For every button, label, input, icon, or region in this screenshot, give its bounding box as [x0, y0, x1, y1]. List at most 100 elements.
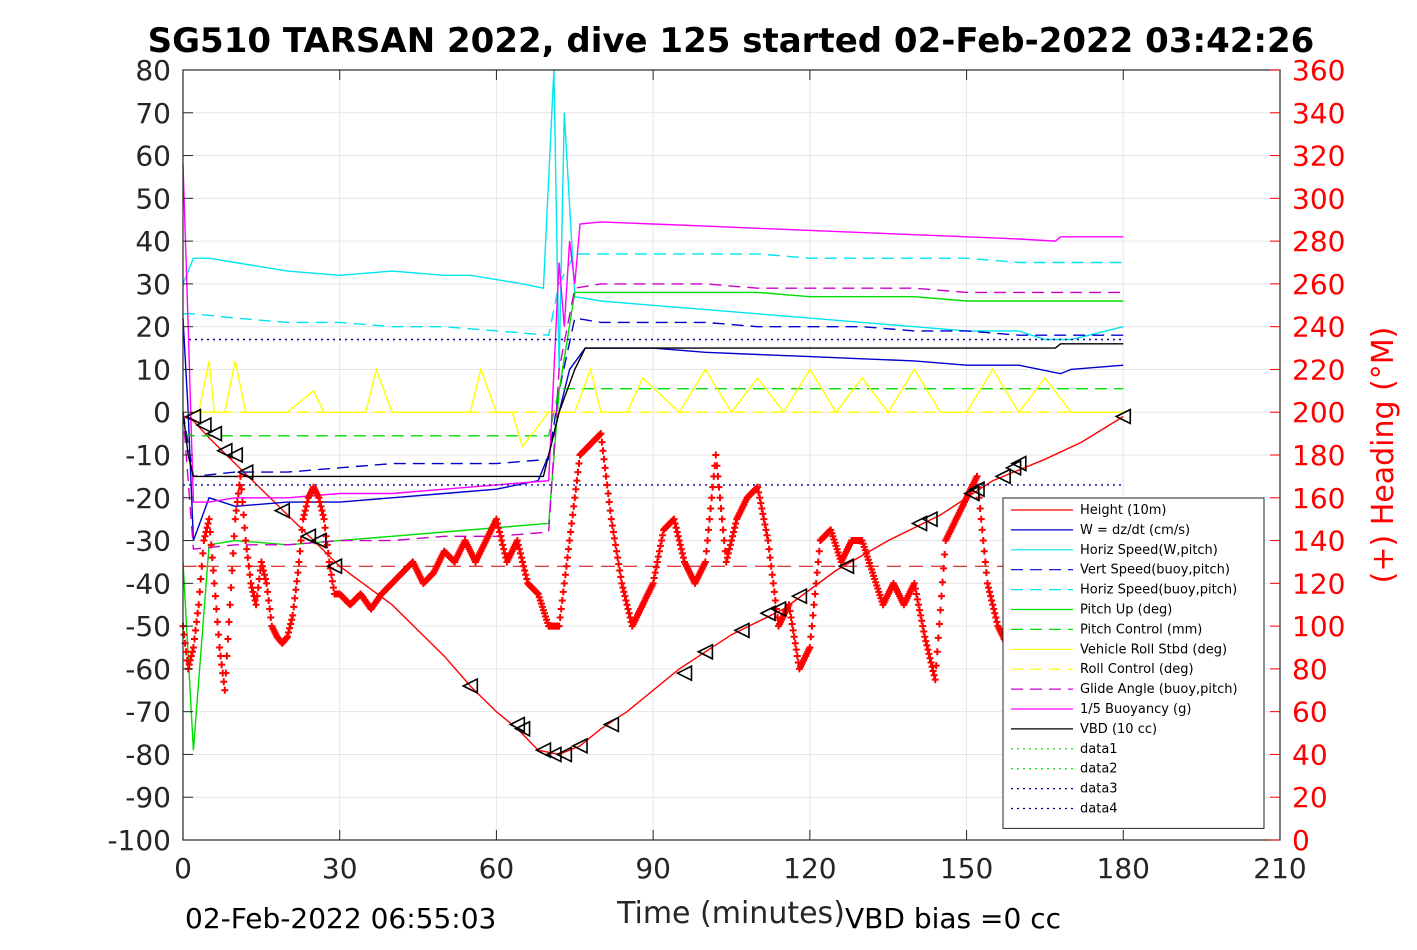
heading-marker	[717, 504, 725, 512]
heading-marker	[609, 528, 617, 536]
triangle-marker	[921, 510, 938, 528]
heading-marker	[811, 590, 819, 598]
heading-marker	[622, 596, 630, 604]
heading-marker	[225, 618, 233, 626]
heading-marker	[257, 558, 265, 566]
heading-marker	[705, 526, 713, 534]
heading-marker	[224, 635, 232, 643]
heading-marker	[676, 541, 684, 549]
heading-marker	[651, 569, 659, 577]
heading-marker	[239, 498, 247, 506]
triangle-marker	[195, 416, 212, 434]
heading-marker	[979, 537, 987, 545]
heading-marker	[769, 579, 777, 587]
heading-marker	[672, 524, 680, 532]
legend-label: 1/5 Buoyancy (g)	[1080, 702, 1191, 717]
heading-marker	[185, 661, 193, 669]
series-line-2	[182, 69, 1124, 370]
x-tick-label: 180	[1097, 852, 1150, 885]
heading-marker	[654, 553, 662, 561]
heading-marker	[619, 584, 627, 592]
triangle-marker	[184, 408, 202, 425]
heading-marker	[626, 614, 634, 622]
heading-marker	[723, 554, 731, 562]
heading-marker	[519, 558, 527, 566]
heading-marker	[228, 567, 236, 574]
legend-label: data3	[1080, 782, 1118, 797]
series-line-3	[182, 317, 1124, 478]
heading-marker	[977, 515, 985, 523]
heading-marker	[533, 589, 541, 597]
heading-marker	[940, 564, 948, 572]
heading-marker	[315, 494, 323, 502]
heading-marker	[709, 483, 717, 491]
heading-marker	[222, 669, 230, 677]
triangle-marker	[1114, 408, 1132, 425]
right-y-axis-label: (+) Heading (°M)	[1366, 327, 1401, 584]
heading-marker	[317, 502, 325, 510]
heading-marker	[298, 526, 306, 534]
heading-marker	[249, 588, 257, 596]
heading-marker	[556, 614, 564, 622]
y-tick-label: 80	[135, 54, 171, 87]
legend-label: Pitch Up (deg)	[1080, 603, 1172, 618]
heading-marker	[523, 575, 531, 583]
heading-marker	[650, 574, 658, 582]
y2-tick-label: 300	[1292, 182, 1345, 215]
heading-marker	[679, 554, 687, 562]
heading-marker	[787, 614, 795, 622]
series-line-7	[183, 360, 1124, 448]
triangle-marker	[205, 425, 223, 442]
heading-marker	[712, 451, 720, 459]
heading-marker	[725, 545, 733, 553]
heading-marker	[244, 554, 252, 562]
heading-marker	[991, 609, 999, 617]
heading-marker	[618, 579, 626, 587]
heading-marker	[187, 652, 195, 660]
heading-marker	[213, 618, 221, 626]
heading-marker	[927, 658, 935, 666]
heading-marker	[492, 515, 500, 523]
heading-marker	[199, 549, 207, 557]
heading-marker	[608, 522, 616, 530]
heading-marker	[620, 588, 628, 596]
heading-marker	[203, 524, 211, 532]
heading-marker	[939, 578, 947, 586]
heading-marker	[985, 584, 993, 592]
y2-tick-label: 60	[1292, 696, 1328, 729]
heading-marker	[910, 579, 918, 587]
heading-marker	[918, 617, 926, 625]
heading-marker	[980, 547, 988, 555]
heading-marker	[496, 528, 504, 536]
heading-marker	[807, 633, 815, 641]
heading-marker	[728, 537, 735, 545]
heading-marker	[603, 481, 611, 489]
heading-marker	[562, 562, 570, 570]
heading-marker	[671, 519, 679, 527]
y2-tick-label: 260	[1292, 268, 1345, 301]
heading-marker	[196, 588, 204, 596]
triangle-marker	[571, 737, 588, 755]
heading-marker	[561, 571, 569, 579]
y2-tick-label: 340	[1292, 97, 1345, 130]
heading-marker	[204, 519, 212, 527]
heading-marker	[267, 614, 275, 622]
y2-tick-label: 100	[1292, 610, 1345, 643]
heading-marker	[917, 611, 925, 619]
heading-marker	[605, 498, 613, 506]
triangle-marker	[216, 442, 233, 460]
heading-marker	[253, 592, 261, 600]
heading-marker	[989, 601, 997, 609]
heading-marker	[758, 504, 766, 512]
triangle-marker	[461, 677, 479, 695]
heading-marker	[930, 671, 938, 679]
triangle-marker	[1010, 455, 1027, 472]
y-tick-label: -10	[125, 439, 171, 472]
heading-marker	[600, 455, 608, 463]
y2-tick-label: 200	[1292, 396, 1345, 429]
heading-marker	[988, 596, 996, 604]
heading-marker	[218, 661, 226, 669]
heading-marker	[987, 592, 995, 600]
heading-marker	[217, 652, 225, 660]
heading-marker	[292, 586, 300, 594]
